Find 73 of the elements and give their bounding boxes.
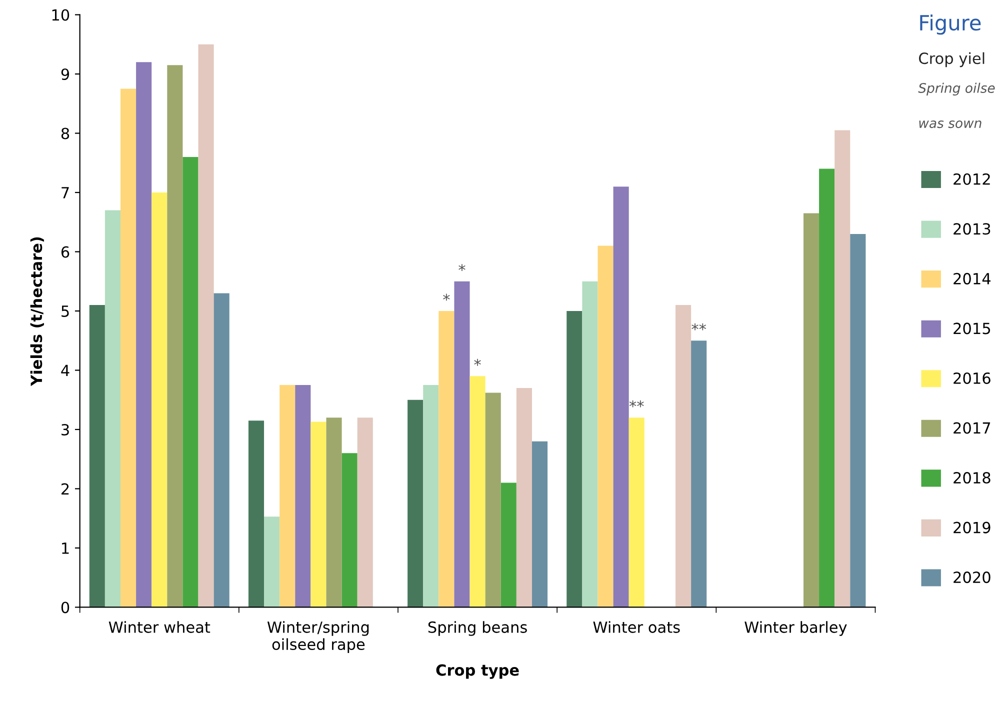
- data-label: **: [692, 323, 706, 330]
- y-tick-label: 9: [61, 68, 70, 80]
- bar: [613, 186, 629, 608]
- bar: [628, 418, 644, 608]
- bar: [566, 310, 582, 608]
- x-axis-title: Crop type: [436, 664, 519, 679]
- bar: [182, 156, 198, 608]
- legend-label: 2020: [954, 572, 990, 584]
- legend-label: 2014: [954, 272, 991, 284]
- bar: [485, 392, 501, 608]
- bar: [326, 418, 342, 608]
- y-tick-label: 10: [52, 9, 70, 21]
- y-tick-label: 4: [61, 364, 70, 376]
- bar: [598, 246, 614, 608]
- bar: [357, 418, 373, 608]
- bar: [470, 376, 486, 608]
- bar: [120, 88, 136, 608]
- bar: [89, 305, 105, 608]
- text: Spring oilse: [918, 82, 995, 96]
- y-axis-title: Yields (t/hectare): [30, 237, 44, 386]
- bar: [152, 192, 168, 608]
- bar: [819, 168, 835, 608]
- text: Figure: [920, 14, 981, 35]
- legend-label: 2019: [954, 522, 990, 534]
- bar: [676, 305, 692, 608]
- bar: [454, 281, 470, 608]
- legend-label: 2012: [954, 173, 990, 185]
- bar: [850, 234, 866, 608]
- bar: [167, 65, 183, 608]
- legend-label: 2015: [954, 322, 990, 334]
- bar: [834, 130, 850, 608]
- legend-label: 2017: [954, 422, 990, 434]
- bar: [342, 453, 358, 608]
- bar: [295, 385, 311, 608]
- bar: [582, 281, 598, 608]
- bar: [516, 388, 532, 608]
- legend-label: 2016: [954, 372, 990, 384]
- data-label: *: [443, 294, 450, 301]
- bar: [408, 400, 424, 608]
- bar: [500, 482, 516, 608]
- text: Crop yiel: [919, 52, 984, 68]
- y-tick-label: 2: [62, 483, 69, 495]
- x-tick-label: Winter wheat: [108, 621, 210, 633]
- data-label: **: [629, 400, 644, 408]
- y-tick-label: 7: [62, 187, 69, 198]
- y-tick-label: 1: [62, 542, 69, 554]
- bar: [803, 213, 820, 608]
- x-tick-label: Winter oats: [593, 621, 680, 633]
- bar: [280, 385, 296, 608]
- y-tick-label: 6: [61, 246, 70, 258]
- x-tick-label: Winter/spring oilseed rape: [267, 621, 369, 654]
- data-label: *: [458, 264, 466, 272]
- bar: [310, 422, 326, 608]
- y-tick-label: 5: [62, 306, 69, 318]
- bar: [136, 62, 152, 608]
- y-tick-label: 8: [61, 128, 70, 140]
- bar: [438, 310, 454, 608]
- bar: [248, 420, 264, 608]
- bar: [104, 210, 120, 608]
- bar: [214, 293, 230, 608]
- data-label: *: [474, 358, 481, 366]
- x-tick-label: Winter barley: [744, 621, 847, 636]
- bar: [691, 340, 707, 608]
- bar: [264, 516, 280, 608]
- text: was sown: [919, 120, 982, 128]
- legend-label: 2018: [954, 472, 990, 484]
- x-tick-label: Spring beans: [428, 621, 527, 636]
- bar: [423, 385, 439, 608]
- bar: [532, 441, 548, 608]
- legend-label: 2013: [954, 223, 990, 235]
- y-tick-label: 0: [61, 602, 70, 614]
- y-tick-label: 3: [62, 424, 69, 436]
- bar: [198, 44, 214, 608]
